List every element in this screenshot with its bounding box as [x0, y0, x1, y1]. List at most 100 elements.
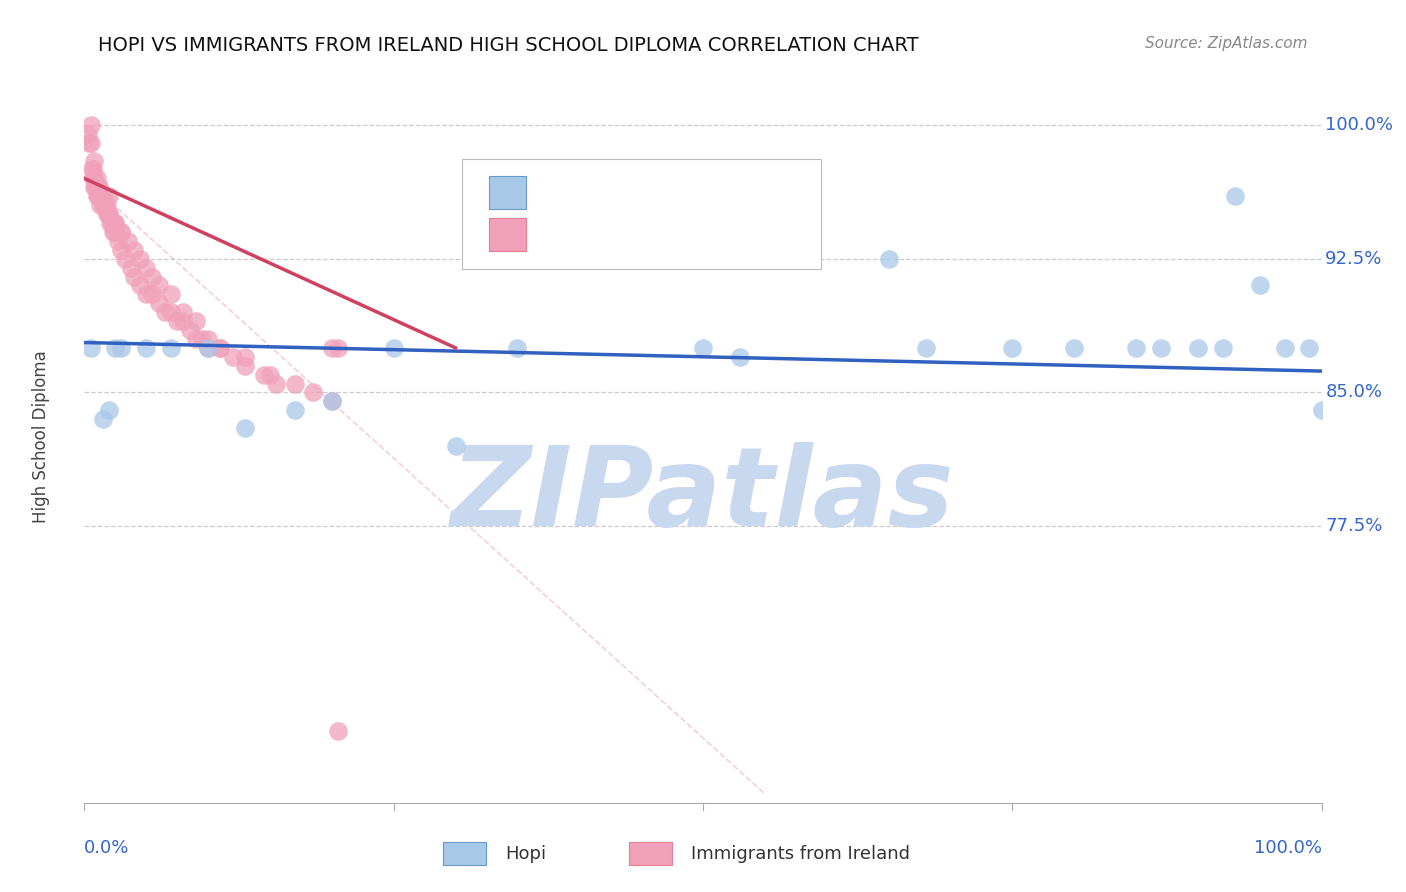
Point	[87, 189, 110, 203]
Point	[209, 341, 232, 355]
Point	[1274, 341, 1296, 355]
Point	[122, 269, 145, 284]
Point	[222, 350, 245, 364]
Text: ZIPatlas: ZIPatlas	[451, 442, 955, 549]
Point	[117, 234, 139, 248]
Point	[110, 243, 132, 257]
Point	[98, 216, 121, 230]
Text: Source: ZipAtlas.com: Source: ZipAtlas.com	[1144, 36, 1308, 51]
Point	[153, 305, 176, 319]
Point	[160, 287, 183, 301]
Point	[77, 127, 100, 141]
Point	[1001, 341, 1024, 355]
Point	[135, 260, 157, 275]
Point	[1212, 341, 1234, 355]
Point	[233, 350, 256, 364]
Text: R = -0.288: R = -0.288	[544, 225, 641, 243]
Point	[98, 207, 121, 221]
Point	[197, 332, 219, 346]
Text: High School Diploma: High School Diploma	[32, 351, 51, 524]
Point	[98, 207, 121, 221]
Point	[160, 341, 183, 355]
Point	[91, 412, 114, 426]
Text: 77.5%: 77.5%	[1326, 517, 1382, 535]
Point	[104, 225, 127, 239]
Point	[1063, 341, 1085, 355]
Point	[98, 189, 121, 203]
Text: 100.0%: 100.0%	[1326, 116, 1393, 134]
Point	[302, 385, 325, 400]
Point	[1150, 341, 1173, 355]
Point	[877, 252, 900, 266]
Point	[321, 394, 343, 409]
Point	[79, 136, 101, 150]
Point	[83, 180, 105, 194]
Point	[184, 332, 207, 346]
Point	[107, 234, 129, 248]
Point	[141, 287, 163, 301]
Point	[284, 403, 307, 417]
Point	[1249, 278, 1271, 293]
Text: N = 29: N = 29	[668, 183, 731, 201]
Point	[179, 323, 201, 337]
Text: 100.0%: 100.0%	[1254, 839, 1322, 857]
Point	[233, 421, 256, 435]
FancyBboxPatch shape	[628, 841, 672, 865]
Point	[82, 171, 104, 186]
Point	[93, 198, 115, 212]
Point	[135, 341, 157, 355]
Point	[259, 368, 281, 382]
Point	[129, 252, 152, 266]
Point	[148, 278, 170, 293]
Point	[101, 225, 124, 239]
Point	[100, 216, 122, 230]
Point	[79, 341, 101, 355]
Point	[321, 341, 343, 355]
Point	[209, 341, 232, 355]
Text: 85.0%: 85.0%	[1326, 384, 1382, 401]
Point	[86, 189, 108, 203]
Point	[191, 332, 214, 346]
Point	[264, 376, 287, 391]
Point	[728, 350, 751, 364]
Point	[506, 341, 529, 355]
Point	[89, 189, 111, 203]
FancyBboxPatch shape	[489, 218, 526, 251]
Point	[197, 341, 219, 355]
Point	[89, 180, 111, 194]
Point	[94, 198, 117, 212]
Point	[326, 341, 349, 355]
Point	[172, 314, 194, 328]
Point	[122, 243, 145, 257]
FancyBboxPatch shape	[443, 841, 486, 865]
Point	[321, 394, 343, 409]
Point	[135, 287, 157, 301]
Point	[90, 189, 112, 203]
Point	[91, 198, 114, 212]
Point	[104, 341, 127, 355]
Point	[98, 403, 121, 417]
Point	[79, 118, 101, 132]
Point	[166, 314, 188, 328]
Point	[1187, 341, 1209, 355]
Point	[1223, 189, 1246, 203]
Point	[97, 207, 120, 221]
Point	[79, 136, 101, 150]
Point	[110, 341, 132, 355]
Point	[1298, 341, 1320, 355]
Point	[184, 314, 207, 328]
Text: 92.5%: 92.5%	[1326, 250, 1382, 268]
Text: R = -0.088: R = -0.088	[544, 183, 641, 201]
Point	[104, 216, 127, 230]
Point	[160, 305, 183, 319]
Point	[96, 207, 118, 221]
Point	[86, 171, 108, 186]
Point	[83, 171, 105, 186]
Point	[89, 198, 111, 212]
Point	[148, 296, 170, 310]
Text: Immigrants from Ireland: Immigrants from Ireland	[690, 845, 910, 863]
FancyBboxPatch shape	[489, 176, 526, 209]
Point	[114, 252, 136, 266]
Text: N = 81: N = 81	[668, 225, 731, 243]
Point	[104, 216, 127, 230]
